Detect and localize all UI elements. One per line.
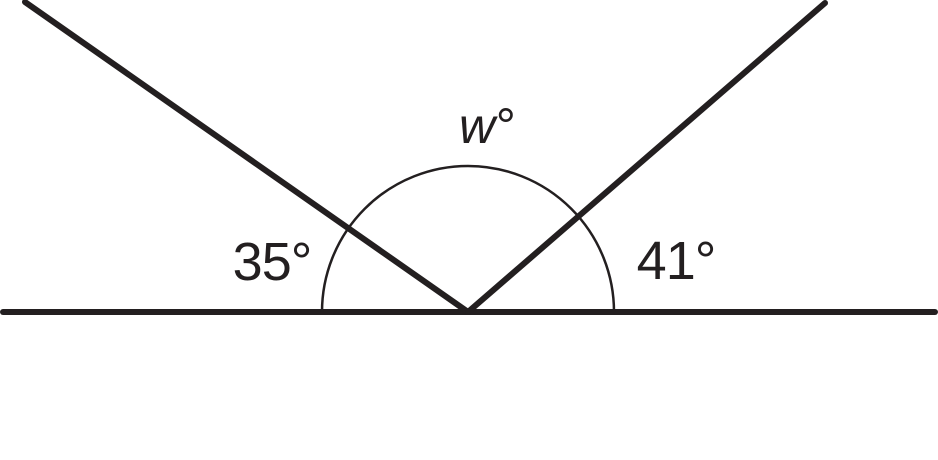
right-ray — [465, 0, 828, 315]
left-ray — [22, 0, 471, 315]
top-angle-label: w° — [458, 98, 514, 154]
angle-arc — [320, 164, 616, 313]
right-angle-label: 41° — [636, 231, 717, 291]
left-angle-label: 35° — [232, 232, 313, 292]
